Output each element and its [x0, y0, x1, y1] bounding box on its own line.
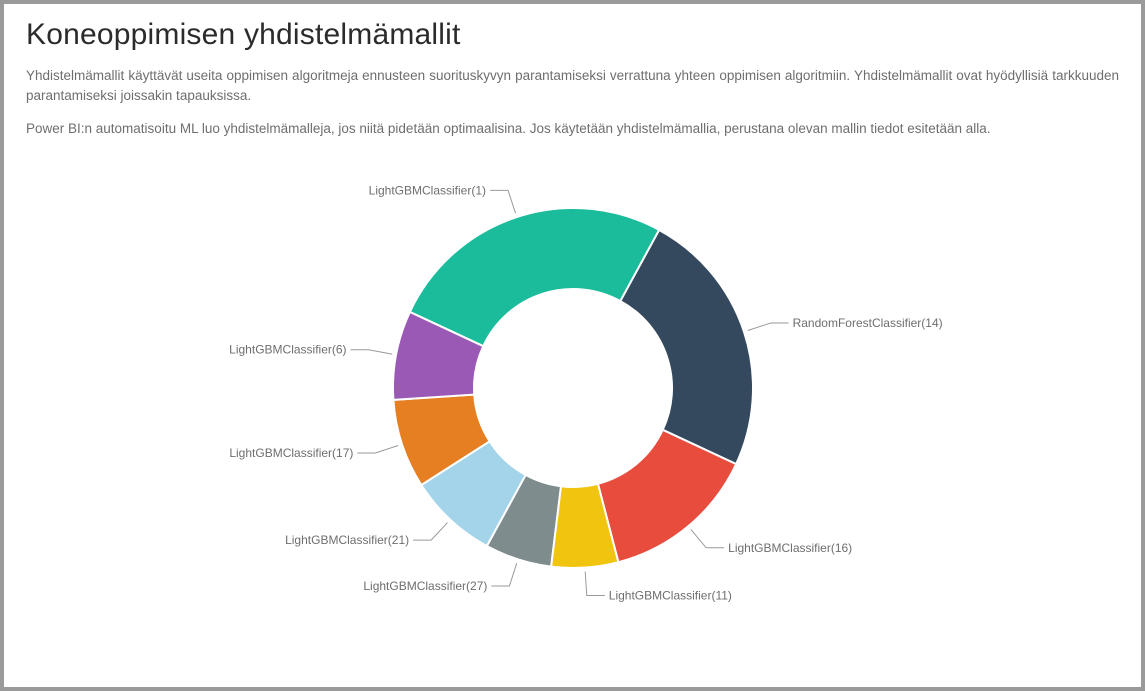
donut-chart-container: LightGBMClassifier(1) RandomForestClassif…	[26, 153, 1119, 633]
donut-slice[interactable]	[409, 208, 658, 346]
leader-line	[490, 190, 515, 213]
intro-paragraph-1: Yhdistelmämallit käyttävät useita oppimi…	[26, 66, 1119, 105]
donut-slice[interactable]	[620, 230, 753, 464]
page-title: Koneoppimisen yhdistelmämallit	[26, 18, 1119, 52]
leader-line	[413, 522, 447, 540]
slice-label: LightGBMClassifier(16)	[728, 540, 852, 554]
leader-line	[357, 445, 398, 452]
slice-label: LightGBMClassifier(1)	[368, 183, 485, 197]
leader-line	[491, 563, 516, 586]
slice-label: LightGBMClassifier(11)	[608, 588, 731, 602]
donut-chart: LightGBMClassifier(1) RandomForestClassif…	[73, 153, 1073, 633]
slice-label: LightGBMClassifier(17)	[229, 446, 353, 460]
slice-label: LightGBMClassifier(21)	[285, 533, 409, 547]
leader-line	[690, 529, 723, 547]
slice-label: LightGBMClassifier(6)	[229, 342, 346, 356]
slice-label: RandomForestClassifier(14)	[792, 316, 942, 330]
intro-paragraph-2: Power BI:n automatisoitu ML luo yhdistel…	[26, 119, 1119, 139]
slice-label: LightGBMClassifier(27)	[363, 579, 487, 593]
leader-line	[350, 349, 392, 353]
leader-line	[585, 571, 605, 595]
leader-line	[747, 323, 788, 330]
